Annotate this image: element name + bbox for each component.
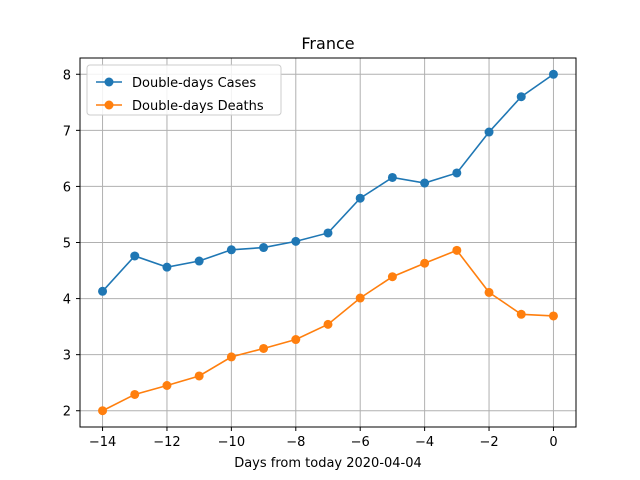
data-point-1 [259, 343, 269, 353]
data-point-0 [291, 236, 301, 246]
data-point-0 [452, 168, 462, 178]
x-tick-label: −4 [415, 435, 434, 450]
y-tick-label: 6 [63, 180, 71, 195]
legend-box [86, 64, 282, 116]
legend: Double-days Cases Double-days Deaths [86, 64, 282, 116]
grid [80, 58, 576, 427]
data-point-1 [291, 335, 301, 345]
y-tick-label: 2 [63, 405, 71, 420]
x-tick-label: −2 [479, 435, 498, 450]
x-tick-label: −8 [286, 435, 305, 450]
x-tick-label: −12 [153, 435, 180, 450]
data-point-0 [259, 243, 269, 253]
data-point-0 [548, 69, 558, 79]
legend-label: Double-days Deaths [132, 99, 264, 114]
data-point-1 [194, 371, 204, 381]
data-point-1 [420, 258, 430, 268]
y-tick-label: 3 [63, 349, 71, 364]
data-point-0 [516, 92, 526, 102]
data-point-0 [226, 245, 236, 255]
x-tick-label: 0 [549, 435, 557, 450]
data-point-0 [355, 193, 365, 203]
legend-swatch-marker [104, 100, 114, 110]
y-tick-label: 5 [63, 237, 71, 252]
data-point-0 [130, 251, 140, 261]
data-point-1 [226, 352, 236, 362]
series-layer [98, 69, 558, 416]
legend-label: Double-days Cases [132, 76, 256, 91]
y-tick-label: 7 [63, 124, 71, 139]
x-axis-label: Days from today 2020-04-04 [234, 456, 422, 471]
data-point-1 [130, 389, 140, 399]
data-point-1 [516, 309, 526, 319]
data-point-0 [387, 172, 397, 182]
data-point-1 [355, 293, 365, 303]
y-tick-label: 8 [63, 68, 71, 83]
data-point-0 [162, 262, 172, 272]
chart-title: France [301, 34, 354, 53]
data-point-1 [548, 311, 558, 321]
data-point-0 [98, 286, 108, 296]
data-point-0 [194, 256, 204, 266]
data-point-0 [484, 127, 494, 137]
y-tick-label: 4 [63, 293, 71, 308]
x-tick-label: −6 [351, 435, 370, 450]
data-point-1 [387, 272, 397, 282]
data-point-1 [323, 319, 333, 329]
data-point-1 [98, 406, 108, 416]
x-tick-label: −14 [89, 435, 116, 450]
data-point-1 [162, 381, 172, 391]
data-point-0 [323, 228, 333, 238]
legend-swatch-marker [104, 77, 114, 87]
data-point-0 [420, 178, 430, 188]
data-point-1 [484, 287, 494, 297]
x-tick-label: −10 [218, 435, 245, 450]
data-point-1 [452, 245, 462, 255]
ticks: −14 −12 −10 −8 −6 −4 −2 0 2 3 4 5 6 7 8 [63, 68, 558, 450]
